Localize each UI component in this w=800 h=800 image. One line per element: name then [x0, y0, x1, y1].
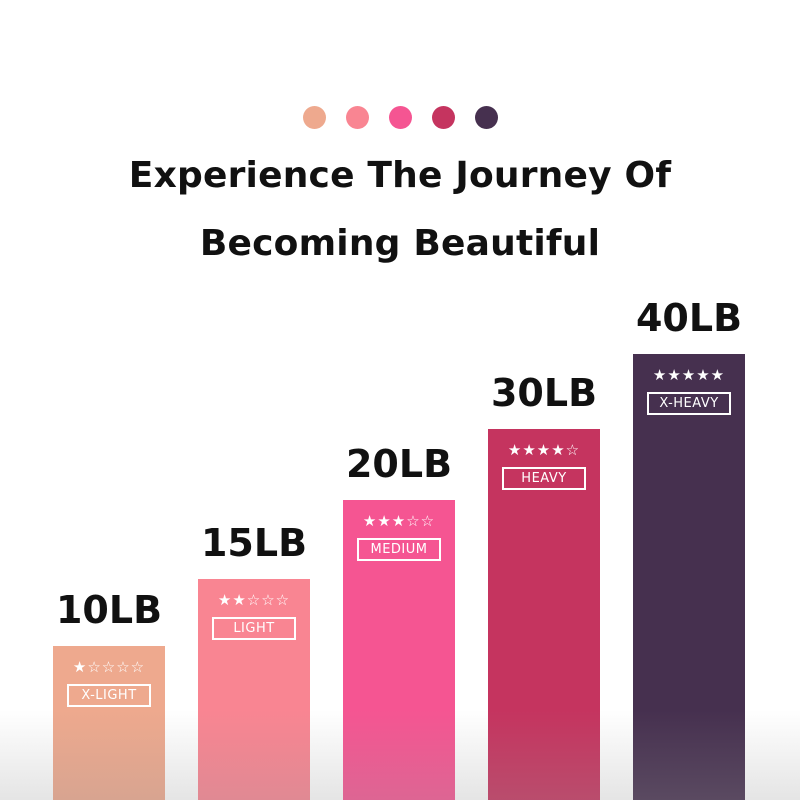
color-dot: [388, 106, 412, 129]
level-badge: LIGHT: [212, 617, 296, 640]
level-badge: MEDIUM: [357, 538, 441, 561]
color-dots: [0, 106, 800, 129]
star-rating-icon: ★★★☆☆: [362, 512, 436, 530]
level-badge: X-HEAVY: [647, 392, 731, 415]
star-rating-icon: ★☆☆☆☆: [72, 658, 146, 676]
weight-label: 40LB: [635, 296, 743, 340]
weight-label: 30LB: [490, 371, 598, 415]
star-rating-icon: ★★★★★: [652, 366, 726, 384]
band-bar-20lb: 20LB ★★★☆☆ MEDIUM: [343, 442, 455, 800]
star-rating-icon: ★★★★☆: [507, 441, 581, 459]
color-dot: [431, 106, 455, 129]
weight-label: 20LB: [345, 442, 453, 486]
level-badge: X-LIGHT: [67, 684, 151, 707]
level-badge: HEAVY: [502, 467, 586, 490]
color-dot: [345, 106, 369, 129]
star-rating-icon: ★★☆☆☆: [217, 591, 291, 609]
band-bar-30lb: 30LB ★★★★☆ HEAVY: [488, 371, 600, 800]
color-dot: [302, 106, 326, 129]
band-bar-15lb: 15LB ★★☆☆☆ LIGHT: [198, 521, 310, 800]
headline-line-2: Becoming Beautiful: [199, 223, 601, 264]
weight-label: 15LB: [200, 521, 308, 565]
band-bar-10lb: 10LB ★☆☆☆☆ X-LIGHT: [53, 588, 165, 800]
headline-line-1: Experience The Journey Of: [128, 155, 672, 196]
band-bar-40lb: 40LB ★★★★★ X-HEAVY: [633, 296, 745, 800]
color-dot: [474, 106, 498, 129]
weight-label: 10LB: [55, 588, 163, 632]
